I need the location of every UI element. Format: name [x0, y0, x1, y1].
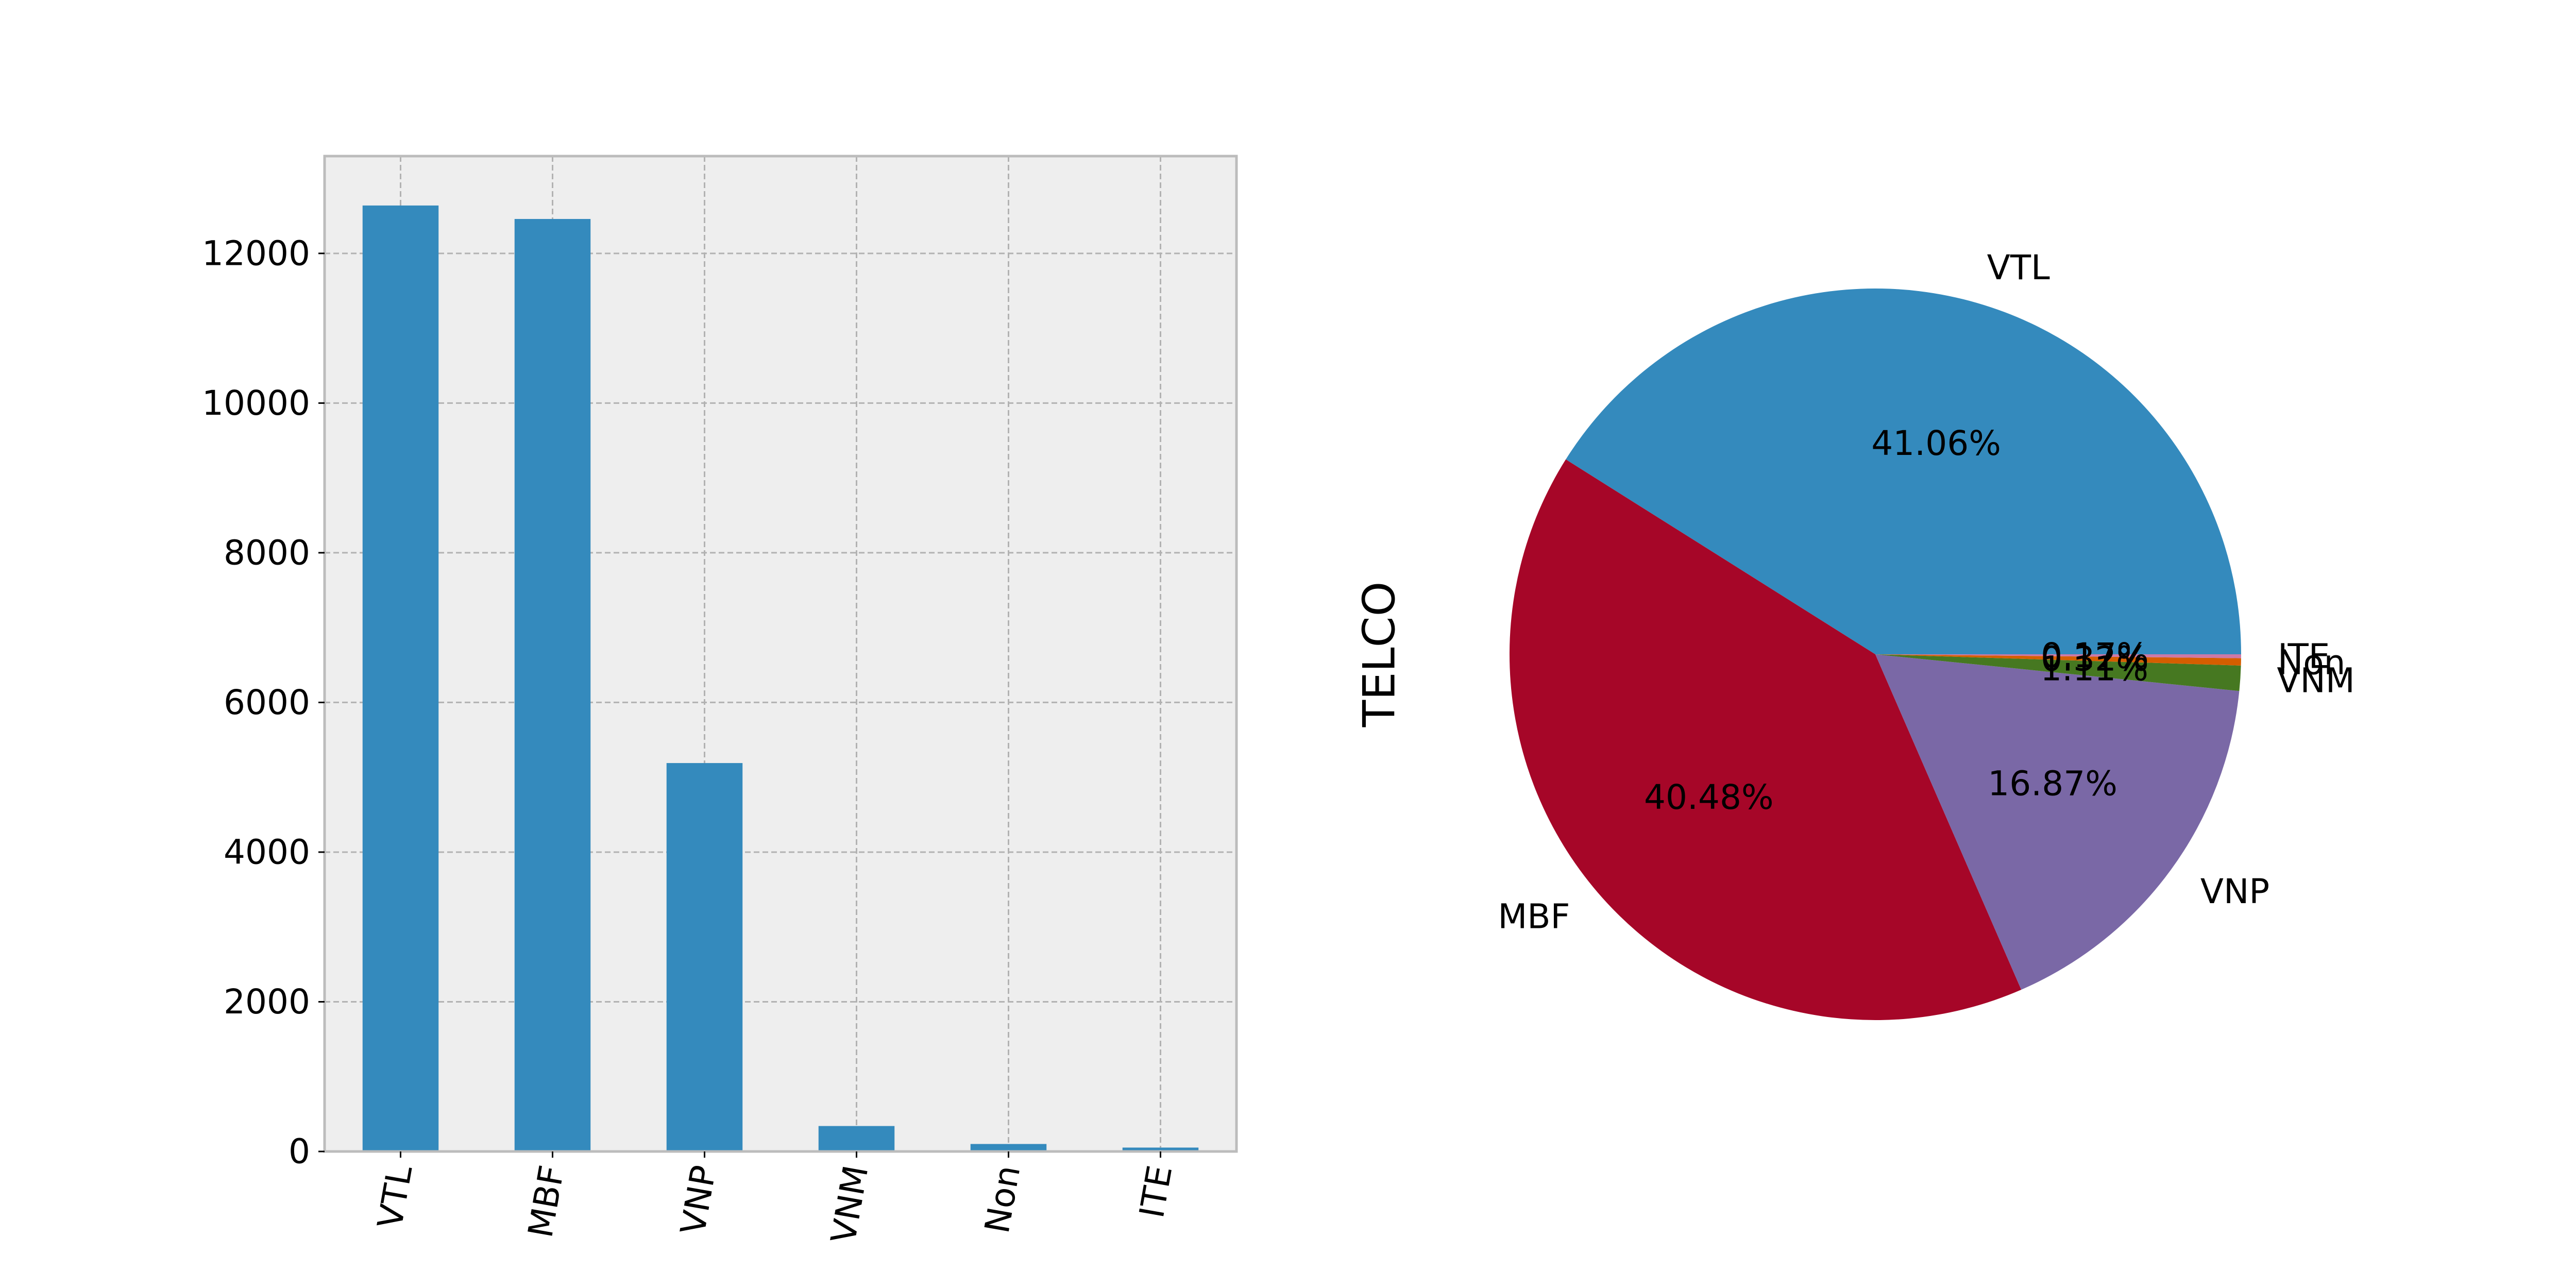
bar-mbf: [514, 219, 591, 1152]
y-tick-label: 0: [289, 1132, 310, 1172]
x-tick-label: VNM: [823, 1162, 876, 1246]
x-tick-label: MBF: [520, 1162, 572, 1240]
pie-label-mbf: MBF: [1498, 896, 1570, 936]
bar-chart: 0 2000 4000 6000 8000 10000 12000 VTL MBF VNP VNM…: [202, 155, 1238, 1246]
bar-vnp: [666, 763, 743, 1151]
bar-vnm: [818, 1126, 895, 1151]
pie-slice-ite: [1875, 654, 2241, 658]
bar-axes-frame: [323, 155, 1238, 1153]
pie-slice-vnm: [1875, 654, 2241, 691]
pie-slices: [1509, 288, 2241, 1021]
y-tick-label: 8000: [224, 533, 310, 572]
pie-percent-non: 0.32%: [2041, 639, 2149, 679]
pie-slice-vtl: [1566, 288, 2241, 654]
pie-slice-vnp: [1875, 654, 2240, 990]
x-tick-label: ITE: [1132, 1162, 1180, 1221]
pie-slice-non: [1875, 654, 2241, 666]
y-tick-label: 2000: [224, 982, 310, 1022]
bar-non: [970, 1144, 1047, 1151]
pie-y-axis-label: TELCO: [1353, 582, 1405, 728]
x-tick-label: Non: [977, 1162, 1028, 1236]
pie-label-vtl: VTL: [1987, 248, 2050, 287]
pie-slice-mbf: [1509, 459, 2022, 1021]
bar-series: [362, 205, 1199, 1152]
pie-label-vnm: VNM: [2277, 661, 2354, 701]
bar-y-axis: 0 2000 4000 6000 8000 10000 12000: [202, 233, 325, 1172]
bar-x-axis: VTL MBF VNP VNM Non ITE: [370, 1151, 1180, 1246]
pie-percent-mbf: 40.48%: [1644, 777, 1774, 817]
pie-percent-labels: 41.06% 40.48% 16.87% 1.11%0.32%0.17%: [1644, 423, 2149, 817]
pie-label-ite: ITE: [2278, 637, 2330, 676]
y-tick-label: 12000: [202, 233, 310, 273]
pie-label-vnp: VNP: [2200, 872, 2269, 911]
bar-plot-area: [325, 156, 1236, 1151]
pie-percent-vnp: 16.87%: [1988, 764, 2117, 804]
bar-ite: [1122, 1147, 1199, 1151]
pie-percent-vnm: 1.11%: [2040, 649, 2148, 688]
pie-label-non: Non: [2278, 643, 2346, 683]
x-tick-label: VTL: [370, 1162, 420, 1231]
x-tick-label: VNP: [673, 1162, 724, 1238]
y-tick-label: 4000: [224, 832, 310, 872]
y-tick-label: 10000: [202, 383, 310, 423]
pie-percent-vtl: 41.06%: [1871, 423, 2001, 463]
pie-percent-ite: 0.17%: [2041, 636, 2149, 675]
bar-vtl: [362, 205, 439, 1152]
y-tick-label: 6000: [224, 683, 310, 722]
